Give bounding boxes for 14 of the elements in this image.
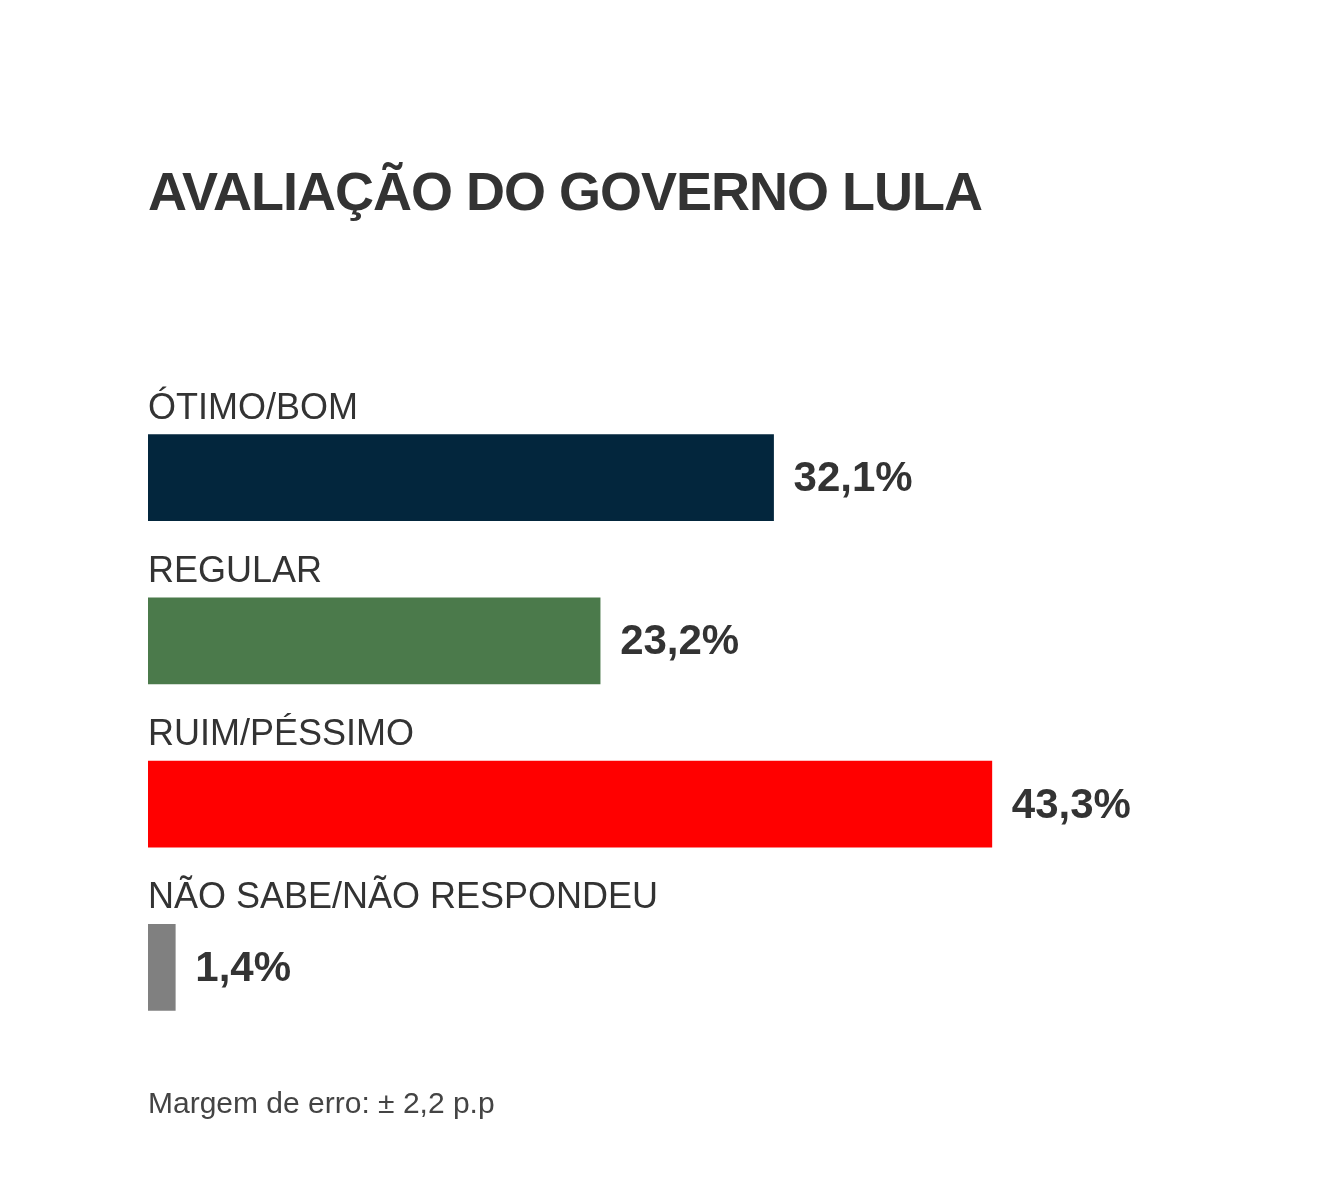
- y-tick-label: REGULAR: [148, 548, 323, 590]
- bar: [148, 597, 601, 685]
- data-label: 43,3%: [1011, 779, 1131, 827]
- bar: [148, 760, 993, 848]
- chart-title: AVALIAÇÃO DO GOVERNO LULA: [148, 160, 982, 222]
- y-tick-label: RUIM/PÉSSIMO: [148, 712, 415, 754]
- y-tick-label: NÃO SABE/NÃO RESPONDEU: [148, 875, 659, 917]
- data-label: 32,1%: [793, 453, 913, 501]
- data-label: 23,2%: [620, 616, 740, 664]
- y-tick-label: ÓTIMO/BOM: [148, 385, 358, 427]
- text: Margem de erro: ± 2,2 p.p: [148, 1086, 495, 1120]
- bar: [148, 434, 774, 521]
- data-label: 1,4%: [195, 942, 292, 990]
- bar: [148, 924, 176, 1011]
